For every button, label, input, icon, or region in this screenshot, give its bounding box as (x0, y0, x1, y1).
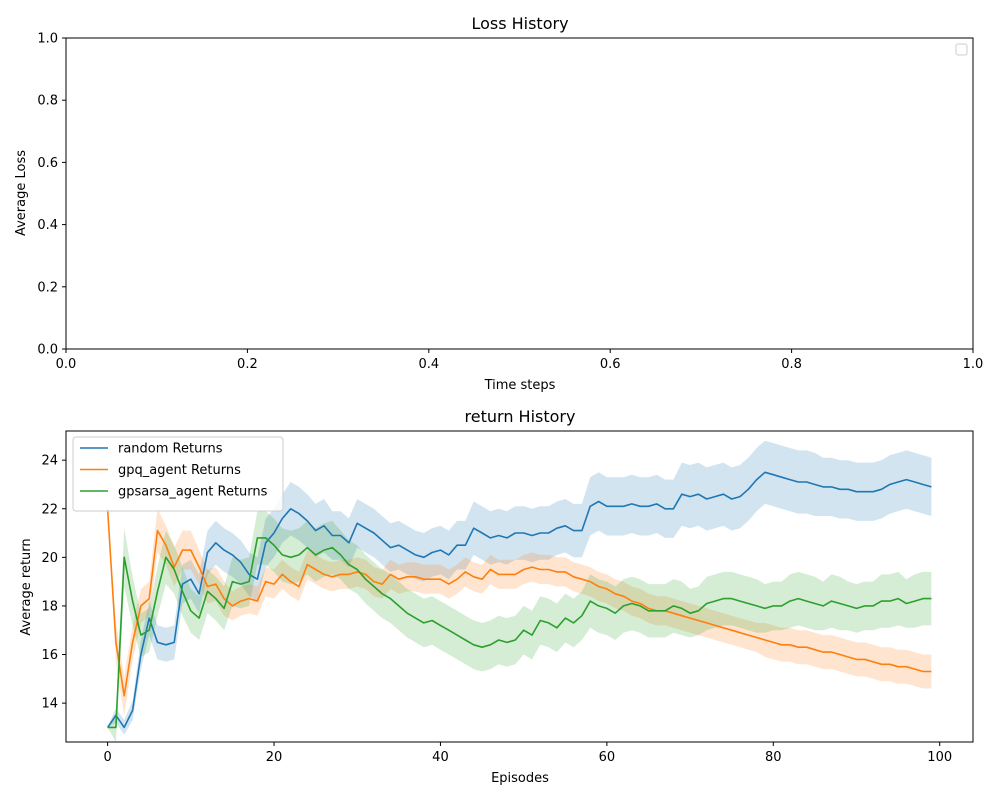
loss-chart-x-ticks: 0.0 0.2 0.4 0.6 0.8 1.0 (56, 349, 984, 372)
loss-chart-y-axis-label: Average Loss (14, 150, 29, 236)
loss-history-chart: Loss History 0.0 0.2 0.4 0.6 0.8 1.0 0.00.20.… (14, 14, 983, 393)
loss-x-tick-label: 1.0 (963, 357, 984, 372)
loss-y-tick-label: 0.6 (37, 156, 58, 171)
loss-y-tick-label: 0.4 (37, 218, 58, 233)
loss-chart-x-axis-label: Time steps (484, 378, 556, 393)
loss-y-tick-label: 0.0 (37, 343, 58, 358)
return-chart-y-ticks: 14 16 18 20 22 24 (41, 454, 66, 712)
series-line-0 (106, 471, 932, 729)
return-chart-y-axis-label: Average return (19, 538, 34, 635)
loss-x-tick-label: 0.8 (781, 357, 802, 372)
series-band-0 (107, 440, 932, 735)
loss-x-tick-label: 0.0 (56, 357, 77, 372)
return-chart-frame (65, 430, 974, 743)
return-x-tick-label: 60 (599, 750, 616, 765)
loss-chart-y-ticks: 0.0 0.2 0.4 0.6 0.8 1.0 (37, 32, 66, 358)
return-x-tick-label: 0 (103, 750, 111, 765)
legend-label-1: gpq_agent Returns (118, 463, 241, 478)
legend-label-2: gpsarsa_agent Returns (118, 485, 268, 500)
loss-x-tick-label: 0.4 (418, 357, 439, 372)
return-x-tick-label: 80 (765, 750, 782, 765)
loss-chart-frame (65, 37, 974, 350)
return-y-tick-label: 18 (41, 599, 58, 614)
series-line-1 (106, 508, 932, 697)
return-y-tick-label: 20 (41, 551, 58, 566)
loss-x-tick-label: 0.6 (600, 357, 621, 372)
return-chart-x-axis-label: Episodes (491, 771, 549, 786)
return-history-chart: return History 0 20 40 60 80 100 14 16 18 20 22 24… (19, 407, 974, 786)
loss-chart-title: Loss History (471, 14, 568, 33)
return-y-tick-label: 16 (41, 648, 58, 663)
return-chart-lines (106, 471, 932, 729)
return-x-tick-label: 100 (927, 750, 952, 765)
return-x-tick-label: 20 (266, 750, 283, 765)
series-line-2 (107, 537, 932, 729)
return-chart-title: return History (465, 407, 576, 426)
return-y-tick-label: 14 (41, 697, 58, 712)
return-y-tick-label: 24 (41, 454, 58, 469)
loss-x-tick-label: 0.2 (237, 357, 258, 372)
return-chart-x-ticks: 0 20 40 60 80 100 (103, 742, 952, 765)
return-chart-legend: random Returns gpq_agent Returns gpsarsa_a… (72, 436, 284, 512)
return-x-tick-label: 40 (432, 750, 449, 765)
series-band-1 (107, 508, 932, 716)
legend-label-0: random Returns (118, 442, 223, 457)
loss-y-tick-label: 1.0 (37, 32, 58, 47)
legend-box (72, 436, 284, 512)
loss-y-tick-label: 0.2 (37, 280, 58, 295)
loss-y-tick-label: 0.8 (37, 94, 58, 109)
return-y-tick-label: 22 (41, 502, 58, 517)
loss-chart-empty-legend (955, 43, 968, 56)
